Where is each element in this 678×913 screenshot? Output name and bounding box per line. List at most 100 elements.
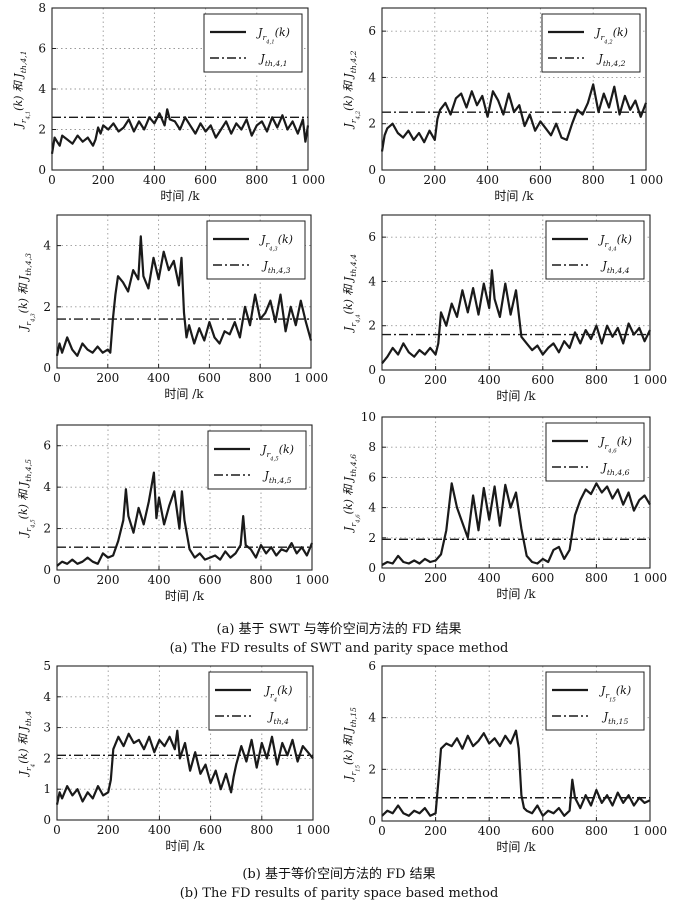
legend-label: Jr4,6(k): [598, 435, 632, 455]
x-tick-label: 0: [48, 173, 56, 187]
legend: Jr4,1(k) Jth,4,1: [203, 13, 303, 73]
x-axis-label: 时间 /k: [494, 189, 534, 203]
y-tick-label: 1: [43, 782, 51, 796]
y-tick-label: 0: [368, 561, 376, 575]
x-tick-label: 0: [378, 824, 386, 838]
legend-label: Jth,4,5: [262, 469, 291, 485]
x-tick-label: 0: [378, 373, 386, 387]
y-tick-label: 6: [38, 42, 46, 56]
legend: Jr15(k) Jth,15: [545, 671, 645, 731]
x-tick-label: 400: [478, 824, 501, 838]
x-axis-label: 时间 /k: [164, 387, 204, 401]
legend-label: Jr4,1(k): [256, 26, 290, 46]
chart-a2: 0 200 400 600 800 1 000 0 2 4 6 Jr4,2(k) Jth,4,2 时间 …: [342, 7, 663, 203]
x-tick-label: 200: [96, 371, 119, 385]
legend-label: Jr4,5(k): [260, 443, 294, 463]
caption-a-english: (a) The FD results of SWT and parity spa…: [169, 641, 509, 656]
y-tick-label: 0: [38, 163, 46, 177]
x-tick-label: 1 000: [633, 373, 667, 387]
chart-a1: 0 200 400 600 800 1 000 0 2 4 6 8 Jr4,1(k) Jth,4,1 时间…: [12, 1, 325, 203]
x-tick-label: 600: [194, 173, 217, 187]
y-tick-label: 2: [43, 751, 51, 765]
y-tick-label: 6: [368, 230, 376, 244]
y-tick-label: 2: [368, 117, 376, 131]
y-tick-label: 2: [38, 123, 46, 137]
legend-label: Jth,4,2: [596, 52, 625, 68]
legend-label: Jth,4: [267, 710, 289, 726]
legend-box: [541, 13, 641, 73]
legend: Jr4,5(k) Jth,4,5: [207, 430, 307, 490]
x-tick-label: 0: [53, 371, 61, 385]
y-axis-label: Jr4,1(k) 和 Jth,4,1: [12, 50, 32, 129]
legend-box: [208, 671, 308, 731]
y-tick-label: 0: [368, 163, 376, 177]
x-tick-label: 800: [250, 823, 273, 837]
x-tick-label: 600: [531, 824, 554, 838]
plot-frame: [381, 7, 647, 171]
x-tick-label: 600: [199, 573, 222, 587]
x-tick-label: 0: [378, 173, 386, 187]
legend-label: Jr15(k): [599, 684, 631, 704]
x-tick-label: 400: [478, 571, 501, 585]
x-tick-label: 600: [531, 571, 554, 585]
legend-box: [545, 220, 645, 280]
y-axis-label: Jr4,6(k) 和 Jth,4,6: [342, 454, 362, 533]
plot-frame: [381, 214, 651, 371]
y-tick-label: 2: [43, 522, 51, 536]
y-tick-label: 4: [43, 480, 51, 494]
x-tick-label: 600: [198, 371, 221, 385]
y-tick-label: 6: [368, 470, 376, 484]
y-tick-label: 4: [38, 82, 46, 96]
y-tick-label: 5: [43, 659, 51, 673]
x-tick-label: 0: [53, 573, 61, 587]
x-axis-label: 时间 /k: [496, 840, 536, 854]
legend: Jr4(k) Jth,4: [208, 671, 308, 731]
y-axis-label: Jr15(k) 和 Jth,15: [342, 707, 362, 782]
y-tick-label: 4: [368, 70, 376, 84]
y-tick-label: 0: [368, 814, 376, 828]
x-tick-label: 600: [531, 373, 554, 387]
legend-box: [206, 220, 306, 280]
x-tick-label: 200: [424, 373, 447, 387]
y-tick-label: 0: [43, 361, 51, 375]
y-axis-label: Jr4,2(k) 和 Jth,4,2: [342, 50, 362, 129]
y-tick-label: 2: [43, 300, 51, 314]
plot-frame: [56, 424, 313, 571]
y-tick-label: 4: [43, 239, 51, 253]
plot-frame: [381, 416, 651, 569]
x-tick-label: 800: [245, 173, 268, 187]
x-axis-label: 时间 /k: [496, 389, 536, 403]
y-tick-label: 10: [361, 410, 376, 424]
residual-series-line: [381, 269, 651, 365]
chart-a4: 0 200 400 600 800 1 000 0 2 4 6 Jr4,4(k) Jth,4,4 时间 …: [342, 214, 667, 403]
x-tick-label: 200: [424, 824, 447, 838]
caption-a-chinese: (a) 基于 SWT 与等价空间方法的 FD 结果: [216, 622, 462, 637]
legend-label: Jr4,2(k): [594, 26, 628, 46]
y-tick-label: 2: [368, 531, 376, 545]
y-tick-label: 6: [368, 24, 376, 38]
residual-series-line: [380, 83, 648, 152]
y-tick-label: 4: [368, 274, 376, 288]
chart-a6: 0 200 400 600 800 1 000 0 2 4 6 8 10 Jr4,6(k) Jth,4,6…: [342, 410, 667, 601]
x-tick-label: 800: [582, 173, 605, 187]
legend-box: [207, 430, 307, 490]
y-tick-label: 3: [43, 721, 51, 735]
y-tick-label: 0: [43, 813, 51, 827]
x-tick-label: 1 000: [633, 824, 667, 838]
legend-label: Jth,4,3: [261, 259, 290, 275]
x-tick-label: 800: [585, 824, 608, 838]
x-tick-label: 200: [423, 173, 446, 187]
y-tick-label: 6: [43, 439, 51, 453]
x-axis-label: 时间 /k: [160, 189, 200, 203]
residual-series-line: [55, 235, 313, 357]
chart-b2: 0 200 400 600 800 1 000 0 2 4 6 Jr15(k) Jth,15 时间 /k…: [342, 659, 667, 854]
x-tick-label: 600: [199, 823, 222, 837]
y-tick-label: 8: [38, 1, 46, 15]
legend-label: Jr4,4(k): [598, 233, 632, 253]
x-tick-label: 400: [143, 173, 166, 187]
plot-frame: [51, 7, 309, 171]
plot-frame: [56, 665, 314, 821]
caption-b-chinese: (b) 基于等价空间方法的 FD 结果: [242, 867, 436, 882]
x-tick-label: 600: [529, 173, 552, 187]
